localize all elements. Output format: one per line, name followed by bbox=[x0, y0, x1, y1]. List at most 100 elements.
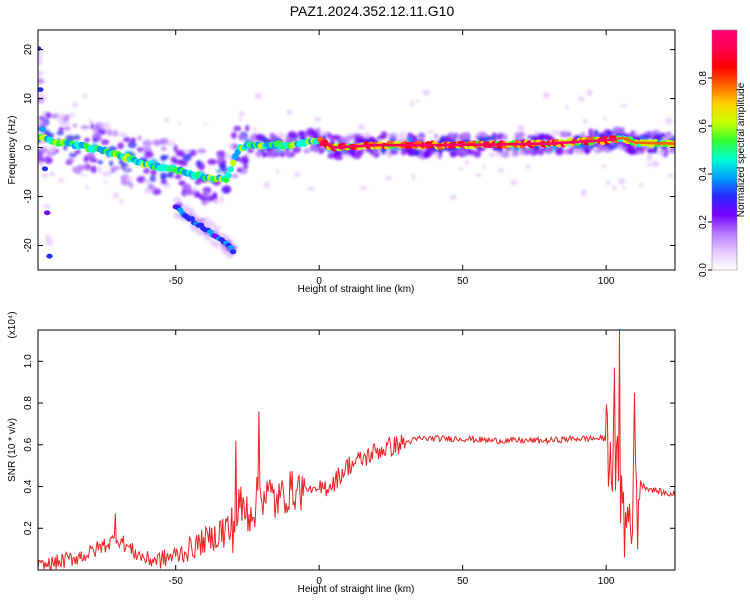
heatmap-cell bbox=[50, 113, 60, 119]
heatmap-cell bbox=[218, 154, 223, 163]
heatmap-cell bbox=[38, 91, 43, 96]
heatmap-cell bbox=[117, 142, 124, 150]
heatmap-cell bbox=[422, 153, 429, 159]
heatmap-cell bbox=[646, 153, 653, 161]
heatmap-cell bbox=[253, 126, 257, 131]
heatmap-cell bbox=[513, 150, 519, 155]
heatmap-cell bbox=[622, 185, 626, 190]
heatmap-cell bbox=[459, 166, 463, 171]
heatmap-cell bbox=[443, 135, 452, 143]
heatmap-cell bbox=[638, 183, 644, 188]
heatmap-cell bbox=[398, 138, 405, 143]
y-tick-label: 20 bbox=[23, 44, 34, 56]
heatmap-cell bbox=[358, 144, 363, 148]
heatmap-cell bbox=[398, 131, 407, 140]
heatmap-cell bbox=[627, 146, 637, 155]
heatmap-cell bbox=[129, 182, 134, 189]
heatmap-cell bbox=[284, 150, 291, 157]
heatmap-cell bbox=[306, 127, 315, 136]
heatmap-cell bbox=[544, 142, 549, 146]
spectrogram-frame bbox=[37, 29, 676, 271]
heatmap-cell bbox=[608, 144, 615, 151]
heatmap-cell bbox=[434, 133, 439, 139]
heatmap-cell bbox=[182, 153, 192, 162]
heatmap-cell bbox=[642, 134, 653, 139]
heatmap-cell bbox=[97, 121, 105, 128]
heatmap-cell bbox=[218, 163, 227, 168]
heatmap-cell bbox=[167, 140, 176, 147]
heatmap-cell bbox=[671, 142, 675, 146]
spectrogram-x-axis: -50 0 50 100 bbox=[169, 30, 615, 287]
heatmap-cell bbox=[530, 142, 536, 146]
heatmap-cell bbox=[172, 197, 182, 204]
heatmap-cell bbox=[186, 148, 191, 154]
heatmap-cell bbox=[81, 172, 85, 177]
heatmap-cell bbox=[464, 160, 470, 165]
heatmap-cell bbox=[147, 185, 157, 190]
heatmap-cell bbox=[589, 144, 594, 151]
heatmap-cell bbox=[279, 151, 285, 158]
heatmap-cell bbox=[89, 158, 98, 163]
heatmap-cell bbox=[389, 149, 399, 155]
heatmap-cell bbox=[276, 132, 285, 138]
heatmap-cell bbox=[364, 148, 371, 153]
heatmap-cell bbox=[327, 152, 336, 159]
heatmap-cell bbox=[263, 182, 270, 189]
heatmap-cell bbox=[406, 143, 412, 147]
heatmap-cell bbox=[178, 180, 186, 186]
figure-title: PAZ1.2024.352.12.11.G10 bbox=[290, 3, 455, 19]
heatmap-cell bbox=[59, 113, 65, 121]
heatmap-cell bbox=[188, 149, 197, 157]
heatmap-cell bbox=[239, 156, 249, 165]
heatmap-cell bbox=[104, 180, 108, 185]
heatmap-cell bbox=[236, 167, 243, 173]
heatmap-cell bbox=[227, 245, 234, 250]
heatmap-cell bbox=[594, 129, 599, 135]
heatmap-cell bbox=[195, 160, 202, 168]
heatmap-cell bbox=[245, 124, 250, 132]
heatmap-cell bbox=[565, 104, 569, 110]
heatmap-cell bbox=[640, 141, 646, 145]
heatmap-cell bbox=[41, 166, 49, 172]
colorbar-tick-label: 0.4 bbox=[698, 167, 709, 181]
heatmap-cell bbox=[670, 147, 675, 154]
colorbar-gradient bbox=[712, 30, 737, 270]
heatmap-cell bbox=[464, 143, 470, 147]
heatmap-cell bbox=[275, 169, 280, 174]
heatmap-cell bbox=[107, 129, 113, 137]
heatmap-cell bbox=[550, 141, 556, 145]
heatmap-cell bbox=[231, 131, 237, 139]
heatmap-cell bbox=[581, 140, 587, 143]
heatmap-cell bbox=[307, 186, 316, 191]
heatmap-cell bbox=[588, 128, 594, 136]
heatmap-cell bbox=[174, 174, 182, 180]
heatmap-cell bbox=[371, 143, 377, 147]
heatmap-cell bbox=[112, 192, 119, 199]
heatmap-cell bbox=[623, 137, 628, 141]
heatmap-cell bbox=[84, 137, 90, 143]
heatmap-cell bbox=[150, 169, 157, 176]
heatmap-cell bbox=[196, 217, 206, 223]
heatmap-cell bbox=[113, 130, 118, 137]
heatmap-cell bbox=[220, 166, 228, 173]
heatmap-cell bbox=[517, 124, 525, 132]
heatmap-cell bbox=[207, 158, 217, 165]
heatmap-cell bbox=[482, 164, 487, 169]
heatmap-cell bbox=[495, 143, 501, 146]
x-tick-label: 100 bbox=[598, 576, 615, 587]
heatmap-cell bbox=[583, 118, 588, 124]
heatmap-cell bbox=[413, 150, 420, 156]
heatmap-cell bbox=[76, 169, 81, 175]
heatmap-cell bbox=[513, 142, 518, 146]
heatmap-cell bbox=[599, 139, 604, 142]
heatmap-cell bbox=[399, 143, 405, 147]
heatmap-cell bbox=[238, 118, 242, 122]
heatmap-cell bbox=[543, 92, 550, 99]
heatmap-cell bbox=[619, 104, 628, 108]
heatmap-cell bbox=[136, 176, 146, 183]
heatmap-cell bbox=[223, 153, 234, 159]
heatmap-cell bbox=[539, 133, 545, 140]
heatmap-cell bbox=[427, 130, 434, 134]
heatmap-cell bbox=[141, 146, 148, 153]
x-tick-label: 0 bbox=[316, 276, 322, 287]
